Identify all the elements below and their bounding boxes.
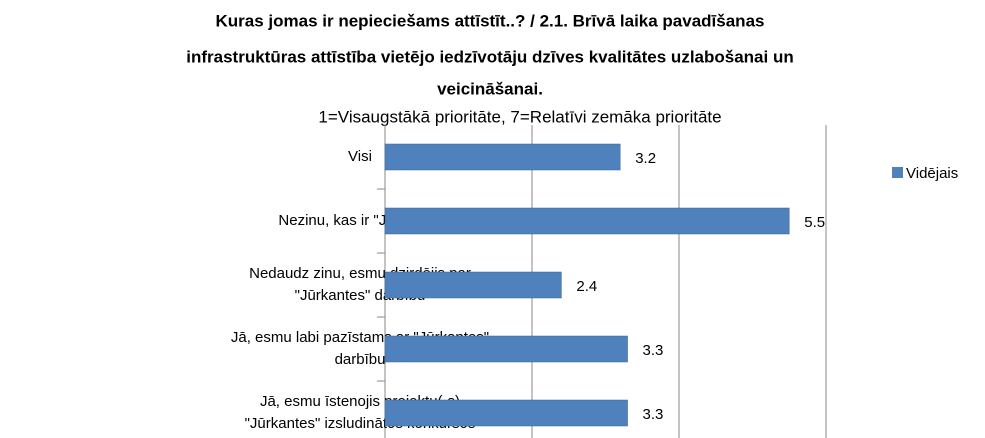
y-tick-label: Visi — [348, 148, 372, 165]
data-label: 3.3 — [643, 406, 664, 423]
data-label: 3.3 — [643, 342, 664, 359]
bar — [384, 143, 621, 171]
bar — [384, 335, 628, 363]
data-label: 2.4 — [576, 278, 597, 295]
bar — [384, 207, 790, 235]
chart-title: Kuras jomas ir nepieciešams attīstīt..? … — [216, 11, 765, 30]
y-tick-label: darbību — [335, 351, 386, 368]
chart-subtitle: 1=Visaugstākā prioritāte, 7=Relatīvi zem… — [318, 107, 721, 126]
chart-title: veicināšanai. — [437, 79, 543, 98]
data-label: 5.5 — [804, 214, 825, 231]
chart-title: infrastruktūras attīstība vietējo iedzīv… — [186, 47, 793, 66]
data-label: 3.2 — [635, 150, 656, 167]
legend-swatch — [892, 167, 903, 178]
bar — [384, 271, 562, 299]
legend-label: Vidējais — [906, 165, 958, 182]
bar — [384, 399, 628, 427]
